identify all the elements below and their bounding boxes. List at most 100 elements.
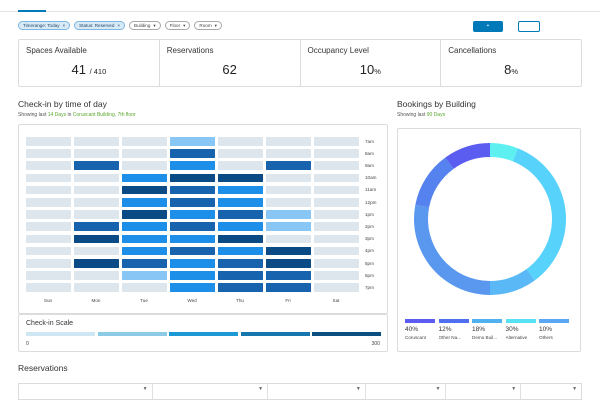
heatmap-cell[interactable] <box>122 271 167 280</box>
heatmap-cell[interactable] <box>122 185 167 195</box>
heatmap-cell[interactable] <box>122 222 167 231</box>
donut-slice[interactable] <box>490 143 518 162</box>
heatmap-cell[interactable] <box>26 149 71 158</box>
filter-icon[interactable]: ▼ <box>142 386 148 392</box>
heatmap-cell[interactable] <box>170 259 215 268</box>
heatmap-cell[interactable] <box>26 161 71 170</box>
heatmap-cell[interactable] <box>266 210 311 219</box>
heatmap-cell[interactable] <box>266 137 311 146</box>
add-button[interactable]: + <box>473 21 503 32</box>
legend-item[interactable]: 10% Others <box>539 319 571 340</box>
legend-item[interactable]: 30% Alternative <box>505 319 538 340</box>
heatmap-cell[interactable] <box>218 271 263 280</box>
heatmap-cell[interactable] <box>170 210 215 219</box>
table-column-header[interactable]: ▼ <box>153 384 269 399</box>
heatmap-cell[interactable] <box>314 198 359 207</box>
heatmap-cell[interactable] <box>122 173 167 183</box>
heatmap-cell[interactable] <box>314 271 359 280</box>
heatmap-cell[interactable] <box>218 137 263 146</box>
heatmap-cell[interactable] <box>314 173 359 183</box>
heatmap-cell[interactable] <box>218 283 263 292</box>
donut-slice[interactable] <box>414 204 490 295</box>
heatmap-cell[interactable] <box>122 259 167 268</box>
heatmap-cell[interactable] <box>266 149 311 158</box>
heatmap-cell[interactable] <box>170 173 215 183</box>
filter-icon[interactable]: ▼ <box>572 386 578 392</box>
donut-slice[interactable] <box>490 269 535 295</box>
heatmap-cell[interactable] <box>314 161 359 170</box>
filter-icon[interactable]: ▼ <box>258 386 264 392</box>
heatmap-cell[interactable] <box>26 222 71 231</box>
filter-chip[interactable]: Room ▾ <box>194 21 222 30</box>
heatmap-cell[interactable] <box>26 246 71 256</box>
heatmap-cell[interactable] <box>314 210 359 219</box>
table-column-header[interactable]: ▼ <box>268 384 366 399</box>
secondary-button[interactable] <box>518 21 540 32</box>
filter-chip[interactable]: Floor ▾ <box>164 21 191 30</box>
heatmap-cell[interactable] <box>26 198 71 207</box>
heatmap-cell[interactable] <box>218 259 263 268</box>
heatmap-cell[interactable] <box>26 137 71 146</box>
filter-icon[interactable]: ▼ <box>355 386 361 392</box>
heatmap-cell[interactable] <box>74 283 119 292</box>
heatmap-cell[interactable] <box>218 222 263 231</box>
heatmap-cell[interactable] <box>266 246 311 256</box>
table-column-header[interactable]: ▼ <box>446 384 522 399</box>
donut-slice[interactable] <box>415 157 454 208</box>
heatmap-cell[interactable] <box>74 149 119 158</box>
filter-chip[interactable]: Timerange: Today × <box>18 21 71 30</box>
legend-item[interactable]: 40% Coruscant <box>405 319 437 340</box>
heatmap-cell[interactable] <box>314 259 359 268</box>
filter-icon[interactable]: ▼ <box>511 386 517 392</box>
heatmap-cell[interactable] <box>218 161 263 170</box>
heatmap-cell[interactable] <box>74 210 119 219</box>
heatmap-cell[interactable] <box>170 234 215 244</box>
heatmap-cell[interactable] <box>26 173 71 183</box>
heatmap-cell[interactable] <box>218 149 263 158</box>
heatmap-cell[interactable] <box>170 271 215 280</box>
heatmap-cell[interactable] <box>170 185 215 195</box>
heatmap-cell[interactable] <box>314 234 359 244</box>
heatmap-cell[interactable] <box>26 210 71 219</box>
heatmap-cell[interactable] <box>266 185 311 195</box>
heatmap-cell[interactable] <box>170 161 215 170</box>
heatmap-cell[interactable] <box>122 149 167 158</box>
heatmap-cell[interactable] <box>74 137 119 146</box>
heatmap-cell[interactable] <box>74 246 119 256</box>
heatmap-cell[interactable] <box>170 246 215 256</box>
filter-chip[interactable]: Building ▾ <box>129 21 161 30</box>
heatmap-cell[interactable] <box>26 259 71 268</box>
close-icon[interactable]: × <box>62 23 66 28</box>
heatmap-cell[interactable] <box>266 259 311 268</box>
heatmap-cell[interactable] <box>218 234 263 244</box>
heatmap-cell[interactable] <box>266 271 311 280</box>
heatmap-cell[interactable] <box>170 149 215 158</box>
heatmap-cell[interactable] <box>170 222 215 231</box>
heatmap-cell[interactable] <box>218 246 263 256</box>
legend-item[interactable]: 18% Demo Buil... <box>472 319 504 340</box>
heatmap-cell[interactable] <box>170 198 215 207</box>
heatmap-cell[interactable] <box>74 185 119 195</box>
heatmap-cell[interactable] <box>218 185 263 195</box>
heatmap-cell[interactable] <box>266 161 311 170</box>
heatmap-cell[interactable] <box>314 149 359 158</box>
heatmap-cell[interactable] <box>74 161 119 170</box>
close-icon[interactable]: × <box>117 23 121 28</box>
heatmap-cell[interactable] <box>26 283 71 292</box>
filter-icon[interactable]: ▼ <box>435 386 441 392</box>
table-column-header[interactable]: ▼ <box>521 384 581 399</box>
donut-slice[interactable] <box>445 143 490 169</box>
heatmap-cell[interactable] <box>314 283 359 292</box>
heatmap-cell[interactable] <box>26 185 71 195</box>
heatmap-cell[interactable] <box>314 185 359 195</box>
heatmap-cell[interactable] <box>170 283 215 292</box>
heatmap-cell[interactable] <box>122 283 167 292</box>
heatmap-cell[interactable] <box>74 173 119 183</box>
heatmap-cell[interactable] <box>266 198 311 207</box>
heatmap-cell[interactable] <box>266 283 311 292</box>
heatmap-cell[interactable] <box>122 234 167 244</box>
heatmap-cell[interactable] <box>266 234 311 244</box>
heatmap-cell[interactable] <box>74 259 119 268</box>
filter-chip[interactable]: Status: Reserved × <box>74 21 126 30</box>
heatmap-cell[interactable] <box>74 234 119 244</box>
